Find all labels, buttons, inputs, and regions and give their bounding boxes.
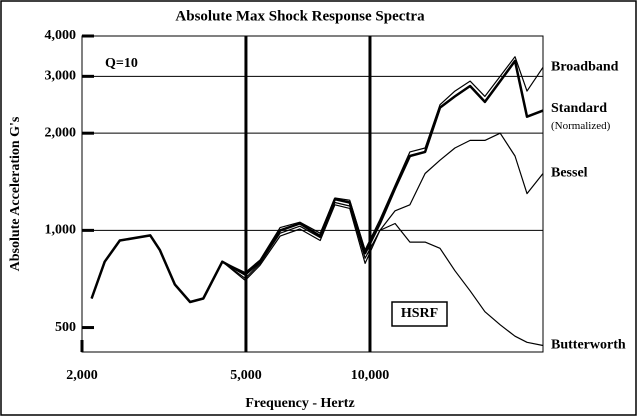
series-label: Butterworth — [551, 338, 626, 353]
plot-area — [81, 35, 544, 353]
series-label: Broadband — [551, 60, 619, 75]
x-tick-label: 5,000 — [230, 368, 262, 383]
annotation: HSRF — [401, 306, 438, 321]
x-axis-label: Frequency - Hertz — [245, 396, 354, 411]
series-label: Bessel — [551, 166, 588, 181]
series-line — [91, 204, 544, 347]
y-tick-label: 3,000 — [45, 69, 77, 84]
y-axis-label: Absolute Acceleration G's — [8, 116, 23, 271]
y-tick-label: 500 — [55, 320, 76, 335]
y-tick-label: 4,000 — [45, 28, 77, 43]
series-label: Standard — [551, 101, 607, 116]
y-tick-label: 2,000 — [45, 125, 77, 140]
chart-title: Absolute Max Shock Response Spectra — [175, 8, 425, 24]
annotation: (Normalized) — [551, 120, 611, 132]
y-tick-label: 1,000 — [45, 223, 77, 238]
x-tick-label: 2,000 — [66, 368, 98, 383]
x-tick-label: 10,000 — [351, 368, 390, 383]
annotation: Q=10 — [105, 56, 138, 71]
annotation-box — [391, 301, 448, 327]
